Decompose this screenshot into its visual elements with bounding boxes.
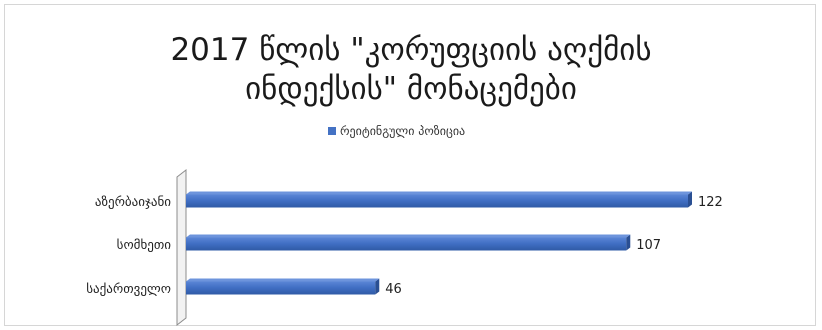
bar-top-face	[186, 234, 631, 238]
value-labels: 122 107 46	[385, 195, 723, 297]
bar-2	[186, 278, 380, 295]
category-labels: აზერბაიჯანი სომხეთი საქართველო	[86, 195, 171, 297]
bar-end-cap	[688, 191, 692, 208]
category-label: აზერბაიჯანი	[95, 195, 171, 210]
chart-title-line-1: 2017 წლის "კორუფციის აღქმის	[170, 32, 651, 68]
bar-top-face	[186, 278, 380, 282]
bar-0	[186, 191, 692, 208]
chart-frame: 2017 წლის "კორუფციის აღქმის ინდექსის" მო…	[4, 4, 816, 327]
legend-swatch	[328, 127, 336, 135]
legend: რეიტინგული პოზიცია	[328, 124, 465, 138]
bar-chart: 2017 წლის "კორუფციის აღქმის ინდექსის" მო…	[86, 32, 723, 327]
bar-face	[186, 281, 376, 295]
chart-title-line-2: ინდექსის" მონაცემები	[245, 71, 577, 107]
bar-face	[186, 237, 627, 251]
bar-face	[186, 194, 688, 208]
value-label: 46	[385, 282, 402, 297]
legend-label: რეიტინგული პოზიცია	[340, 124, 465, 138]
category-label: სომხეთი	[117, 238, 172, 253]
bar-end-cap	[626, 234, 631, 251]
category-label: საქართველო	[86, 282, 171, 297]
bar-1	[186, 234, 631, 251]
bar-end-cap	[375, 278, 380, 295]
value-label: 107	[636, 238, 661, 253]
axis-wall	[176, 168, 187, 327]
bar-top-face	[186, 191, 692, 195]
bars	[186, 191, 692, 295]
value-label: 122	[698, 195, 723, 210]
